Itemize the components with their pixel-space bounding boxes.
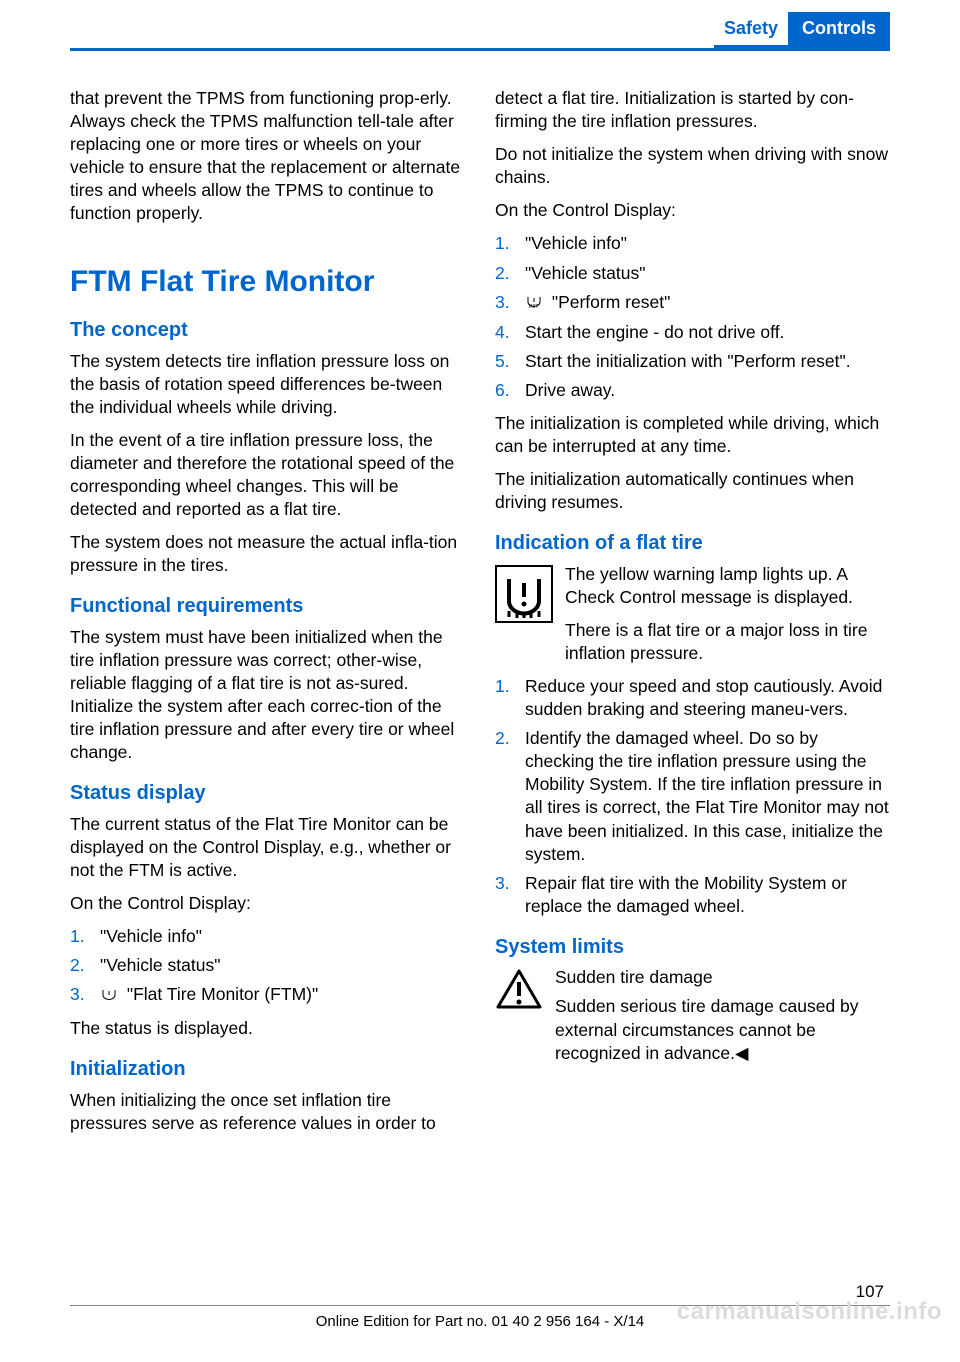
subtitle-concept: The concept [70, 317, 465, 343]
indication-p2: There is a flat tire or a major loss in … [565, 619, 890, 665]
list-item: 3. INIT "Perform reset" [495, 291, 890, 315]
left-column: that prevent the TPMS from functioning p… [70, 87, 465, 1145]
list-text: Reduce your speed and stop cautiously. A… [525, 676, 882, 719]
warning-triangle-icon [495, 968, 543, 1016]
section-title-ftm: FTM Flat Tire Monitor [70, 262, 465, 302]
funcreq-p1: The system must have been initialized wh… [70, 626, 465, 765]
concept-p3: The system does not measure the actual i… [70, 531, 465, 577]
init-p1: When initializing the once set inflation… [70, 1089, 465, 1135]
list-text: Drive away. [525, 380, 615, 400]
list-text: Start the initialization with "Perform r… [525, 351, 851, 371]
status-p2: On the Control Display: [70, 892, 465, 915]
init-cont-p2: Do not initialize the system when drivin… [495, 143, 890, 189]
indicator-block: The yellow warning lamp lights up. A Che… [495, 563, 890, 665]
status-list: 1. "Vehicle info" 2. "Vehicle status" 3. "… [70, 925, 465, 1007]
list-item: 1. "Vehicle info" [70, 925, 465, 948]
init-cont-p3: On the Control Display: [495, 199, 890, 222]
status-p1: The current status of the Flat Tire Moni… [70, 813, 465, 882]
page-content: that prevent the TPMS from functioning p… [0, 51, 960, 1145]
subtitle-limits: System limits [495, 934, 890, 960]
subtitle-indication: Indication of a flat tire [495, 530, 890, 556]
list-number: 2. [495, 727, 510, 750]
list-number: 2. [70, 954, 85, 977]
list-text: Identify the damaged wheel. Do so by che… [525, 728, 889, 863]
list-text: Start the engine - do not drive off. [525, 322, 784, 342]
subtitle-funcreq: Functional requirements [70, 593, 465, 619]
breadcrumb-controls: Controls [788, 12, 890, 48]
indication-p1: The yellow warning lamp lights up. A Che… [565, 563, 890, 609]
list-item: 5. Start the initialization with "Perform… [495, 350, 890, 373]
list-text: "Vehicle info" [525, 233, 627, 253]
init-cont-p1: detect a flat tire. Initialization is st… [495, 87, 890, 133]
list-item: 3. "Flat Tire Monitor (FTM)" [70, 983, 465, 1007]
list-text: "Perform reset" [547, 292, 670, 312]
list-text: "Flat Tire Monitor (FTM)" [122, 984, 318, 1004]
watermark-text: carmanualsonline.info [677, 1298, 942, 1326]
list-item: 6. Drive away. [495, 379, 890, 402]
warning-block: Sudden tire damage Sudden serious tire d… [495, 966, 890, 1064]
list-number: 3. [495, 872, 510, 895]
breadcrumb-safety: Safety [714, 12, 788, 48]
init-cont-p5: The initialization automatically continu… [495, 468, 890, 514]
indication-list: 1. Reduce your speed and stop cautiously.… [495, 675, 890, 918]
list-number: 3. [495, 291, 510, 314]
warning-title: Sudden tire damage [555, 966, 890, 989]
list-number: 5. [495, 350, 510, 373]
tire-small-icon [100, 984, 118, 1007]
list-item: 2. "Vehicle status" [70, 954, 465, 977]
header-breadcrumb: Safety Controls [714, 12, 890, 48]
list-number: 6. [495, 379, 510, 402]
flat-tire-warning-icon [495, 565, 553, 629]
concept-p1: The system detects tire inflation pressu… [70, 350, 465, 419]
init-cont-p4: The initialization is completed while dr… [495, 412, 890, 458]
list-item: 1. "Vehicle info" [495, 232, 890, 255]
list-item: 4. Start the engine - do not drive off. [495, 321, 890, 344]
list-number: 1. [495, 232, 510, 255]
right-column: detect a flat tire. Initialization is st… [495, 87, 890, 1145]
intro-paragraph: that prevent the TPMS from functioning p… [70, 87, 465, 226]
subtitle-init: Initialization [70, 1056, 465, 1082]
list-text: "Vehicle status" [525, 263, 645, 283]
list-number: 2. [495, 262, 510, 285]
tire-init-icon: INIT [525, 291, 543, 314]
status-p3: The status is displayed. [70, 1017, 465, 1040]
list-text: "Vehicle status" [100, 955, 220, 975]
list-number: 1. [495, 675, 510, 698]
concept-p2: In the event of a tire inflation pressur… [70, 429, 465, 521]
subtitle-status: Status display [70, 780, 465, 806]
list-text: Repair flat tire with the Mobility Syste… [525, 873, 847, 916]
page-header: Safety Controls [0, 0, 960, 48]
list-number: 4. [495, 321, 510, 344]
list-item: 2. Identify the damaged wheel. Do so by c… [495, 727, 890, 866]
list-item: 2. "Vehicle status" [495, 262, 890, 285]
list-number: 3. [70, 983, 85, 1006]
list-number: 1. [70, 925, 85, 948]
list-item: 1. Reduce your speed and stop cautiously.… [495, 675, 890, 721]
list-item: 3. Repair flat tire with the Mobility Sys… [495, 872, 890, 918]
list-text: "Vehicle info" [100, 926, 202, 946]
init-list: 1. "Vehicle info" 2. "Vehicle status" 3. I… [495, 232, 890, 401]
svg-text:INIT: INIT [529, 304, 538, 308]
warning-body: Sudden serious tire damage caused by ext… [555, 995, 890, 1064]
